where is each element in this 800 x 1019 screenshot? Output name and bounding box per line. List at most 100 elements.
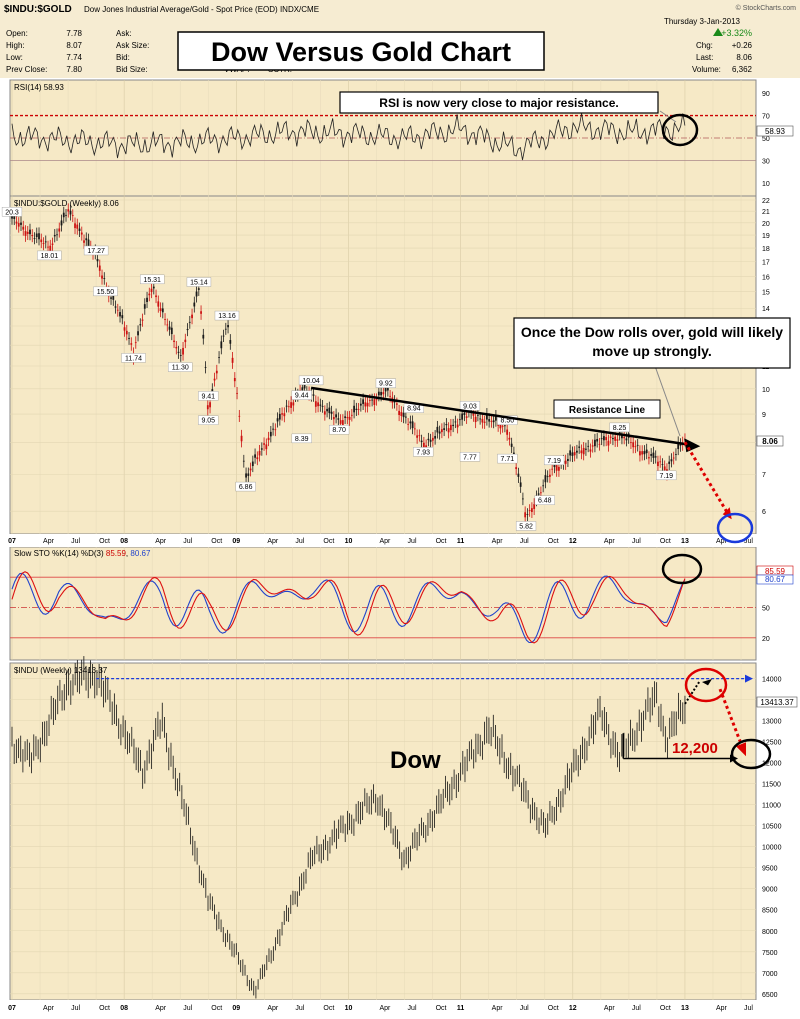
ratio-candle-body (87, 239, 90, 246)
ratio-candle-body (67, 209, 70, 212)
ratio-x-tick-label: 09 (232, 538, 240, 545)
ratio-price-label-box (609, 422, 630, 433)
dow-x-tick-label: Oct (99, 1005, 110, 1012)
ratio-candle-body (278, 413, 281, 420)
series-layer (11, 113, 686, 999)
ratio-x-tick-label: 08 (120, 538, 128, 545)
ratio-candle-body (400, 412, 403, 416)
ratio-candle-body (353, 405, 356, 413)
ratio-y-tick-label: 22 (762, 198, 770, 205)
ratio-candle-body (576, 450, 578, 453)
ratio-candle-body (578, 446, 581, 448)
ratio-price-label: 5.82 (519, 523, 533, 530)
dow-x-tick-label: Apr (716, 1005, 728, 1012)
ratio-candle-body (672, 457, 675, 459)
ratio-candle-body (128, 337, 130, 339)
dow-last-tag: 13413.37 (760, 698, 794, 707)
dow-x-tick-label: Oct (436, 1005, 447, 1012)
ratio-candle-body (609, 436, 612, 438)
ratio-candle-body (524, 512, 527, 518)
ratio-candle-body (596, 438, 599, 442)
ratio-candle-body (643, 451, 646, 455)
ratio-price-label: 9.44 (295, 393, 309, 400)
ratio-candle-body (69, 210, 72, 215)
ratio-candle-body (447, 428, 450, 433)
ratio-annotation-pointer (654, 365, 681, 437)
ratio-x-tick-label: Jul (295, 538, 304, 545)
header-description: Dow Jones Industrial Average/Gold - Spot… (84, 5, 319, 14)
ratio-candle-body (159, 308, 162, 312)
ratio-candle-body (197, 288, 200, 290)
dow-y-tick-label: 8500 (762, 908, 778, 915)
ratio-candle-body (51, 243, 54, 245)
ratio-candle-body (519, 482, 522, 487)
ratio-price-label-box (139, 274, 165, 285)
ratio-candle-body (62, 212, 65, 218)
ratio-price-label-box (459, 401, 481, 411)
ratio-candle-body (461, 413, 464, 420)
ratio-candle-body (580, 450, 583, 454)
ratio-price-label: 8.39 (295, 436, 309, 443)
ratio-candle-body (130, 343, 133, 345)
ratio-candle-body (341, 420, 344, 426)
ratio-candle-body (404, 416, 407, 418)
ratio-candle-body (258, 450, 261, 456)
ratio-candle-body (267, 437, 270, 441)
ratio-price-label-box (186, 277, 212, 287)
ratio-x-tick-label: 07 (8, 538, 16, 545)
dow-y-tick-label: 9000 (762, 887, 778, 894)
ratio-candle-body (594, 439, 596, 447)
header-stats: Open: 7.78 High: 8.07 Low: 7.74 Prev Clo… (6, 28, 753, 74)
ratio-price-label: 7.93 (416, 449, 430, 456)
ratio-price-label-box (168, 362, 193, 372)
dow-x-tick-label: Jul (744, 1005, 753, 1012)
ratio-candle-body (33, 238, 36, 240)
stat-label-open: Open: (6, 29, 28, 38)
ratio-candle-body (652, 452, 655, 458)
sto-legend-k: 85.59 (106, 549, 127, 558)
ratio-candle-body (191, 314, 193, 319)
rsi-value-tag: 58.93 (765, 127, 786, 136)
dow-x-tick-label: Oct (323, 1005, 334, 1012)
ratio-candle-body (413, 428, 416, 430)
sto-legend: Slow STO %K(14) %D(3) 85.59, 80.67 (14, 549, 151, 558)
ratio-candle-body (229, 340, 232, 344)
ratio-price-label-box (291, 390, 312, 400)
dow-prior-high-arrowhead (745, 674, 753, 683)
title-box (177, 31, 545, 71)
ratio-candle-body (290, 402, 292, 408)
ratio-price-label-box (83, 245, 109, 256)
ratio-candle-body (551, 468, 554, 470)
ratio-candle-body (501, 425, 504, 427)
dow-target-circle (730, 738, 772, 770)
ratio-candle-body (177, 351, 180, 353)
ratio-candle-body (44, 241, 47, 243)
ratio-x-tick-label: Jul (183, 538, 192, 545)
sto-panel (9, 546, 757, 661)
dow-last-tag-box (756, 696, 798, 708)
stat-label-prev-close: Prev Close: (6, 65, 47, 74)
ratio-candle-body (317, 402, 319, 407)
ratio-x-tick-label: Apr (43, 538, 55, 545)
sto-highlight-circle (661, 553, 703, 585)
ratio-candle-body (247, 473, 250, 476)
rsi-y-tick-label: 30 (762, 158, 770, 165)
ratio-candle-body (587, 445, 590, 447)
ratio-candle-body (454, 421, 457, 423)
ratio-price-label-box (375, 378, 396, 388)
ratio-candle-body (429, 439, 432, 442)
ratio-candle-body (476, 414, 479, 416)
dow-x-tick-label: Jul (408, 1005, 417, 1012)
ratio-candle-body (157, 301, 160, 307)
quote-label-bid-size: Bid Size: (116, 65, 148, 74)
ratio-price-label: 9.03 (463, 403, 477, 410)
dow-x-tick-label: Oct (211, 1005, 222, 1012)
ratio-candle-body (350, 414, 353, 416)
header-date: Thursday 3-Jan-2013 (664, 17, 741, 26)
ratio-x-tick-label: Apr (492, 538, 504, 545)
ratio-price-label: 20.3 (5, 209, 19, 216)
ratio-candle-body (123, 327, 126, 331)
dow-x-tick-label: 08 (120, 1005, 128, 1012)
ratio-candle-body (398, 410, 401, 416)
stat-label-high: High: (6, 41, 25, 50)
